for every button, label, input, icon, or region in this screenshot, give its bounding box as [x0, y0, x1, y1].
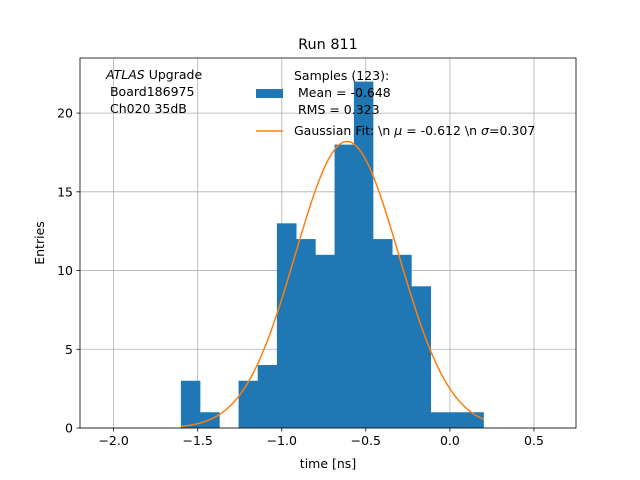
chart-title: Run 811: [298, 37, 358, 53]
legend-fit-mu-symbol: μ: [393, 123, 402, 138]
annotation-line-2: Board186975: [106, 84, 194, 99]
histogram-bar: [296, 239, 316, 428]
gaussian-fit-curve: [180, 140, 484, 428]
legend-fit-suffix: =0.307: [489, 123, 535, 138]
histogram-bar: [430, 412, 451, 428]
histogram-bars: [180, 81, 484, 429]
y-tick-label: 0: [65, 421, 73, 436]
legend-histogram-swatch: [256, 89, 283, 98]
legend-fit-label: Gaussian Fit: \n μ = -0.612 \n σ=0.307: [294, 123, 535, 138]
x-tick-label: −1.0: [267, 433, 297, 448]
x-tick-label: 0.0: [440, 433, 460, 448]
y-tick-label: 15: [57, 184, 73, 199]
annotation-upgrade: Upgrade: [145, 67, 203, 82]
legend-histogram-label-1: Samples (123):: [294, 68, 389, 83]
annotation-line-1: ATLAS Upgrade: [105, 67, 202, 82]
histogram-bar: [353, 81, 374, 429]
histogram-bar: [238, 380, 259, 428]
plot-frame: [79, 57, 577, 429]
histogram-bar: [334, 144, 355, 428]
histogram-bar: [257, 365, 278, 428]
legend: Samples (123): Mean = -0.648 RMS = 0.323…: [256, 68, 535, 138]
x-axis-label: time [ns]: [300, 456, 356, 471]
legend-histogram-label-2: Mean = -0.648: [294, 85, 391, 100]
x-tick-label: 0.5: [524, 433, 544, 448]
y-tick-label: 5: [65, 342, 73, 357]
annotation-line-3: Ch020 35dB: [106, 101, 187, 116]
legend-fit-sigma-symbol: σ: [481, 123, 490, 138]
histogram-bar: [392, 254, 412, 428]
atlas-annotation: ATLAS Upgrade Board186975 Ch020 35dB: [105, 67, 202, 116]
histogram-bar: [411, 286, 432, 428]
legend-histogram-label-3: RMS = 0.323: [294, 102, 380, 117]
x-tick-label: −0.5: [351, 433, 381, 448]
histogram-bar: [276, 223, 297, 428]
histogram-bar: [315, 254, 335, 428]
x-tick-label: −1.5: [183, 433, 213, 448]
histogram-bar: [180, 380, 201, 428]
y-tick-label: 20: [57, 106, 73, 121]
histogram-bar: [373, 239, 393, 428]
gaussian-fit-line: [180, 140, 484, 428]
histogram-bar: [449, 412, 484, 428]
axis-ticks: −2.0 −1.5 −1.0 −0.5 0.0 0.5 0 5 10 15 20: [57, 106, 544, 448]
legend-fit-prefix: Gaussian Fit: \n: [294, 123, 394, 138]
legend-fit-mid: = -0.612 \n: [402, 123, 481, 138]
x-tick-label: −2.0: [98, 433, 128, 448]
y-axis-label: Entries: [32, 221, 47, 265]
annotation-atlas: ATLAS: [105, 67, 145, 82]
y-tick-label: 10: [57, 263, 73, 278]
